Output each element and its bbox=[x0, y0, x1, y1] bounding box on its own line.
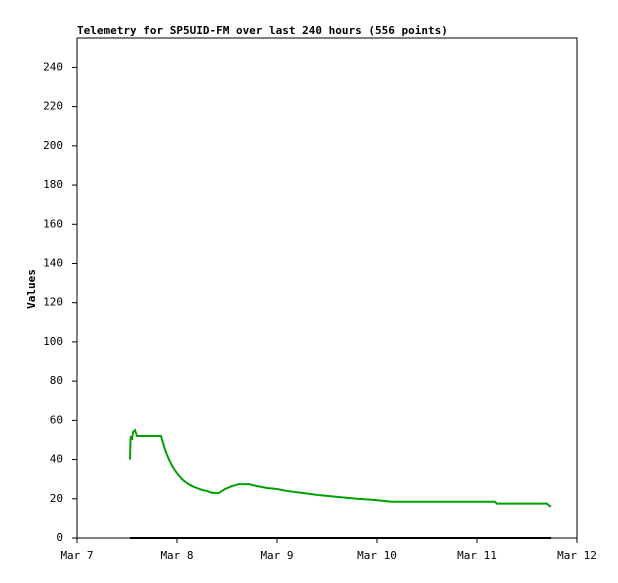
y-tick-label: 240 bbox=[43, 60, 63, 73]
y-tick-label: 180 bbox=[43, 178, 63, 191]
y-tick-label: 0 bbox=[56, 531, 63, 544]
y-tick-label: 60 bbox=[50, 413, 63, 426]
y-tick-label: 40 bbox=[50, 453, 63, 466]
y-tick-label: 100 bbox=[43, 335, 63, 348]
data-line bbox=[129, 428, 552, 508]
x-tick-label: Mar 12 bbox=[557, 549, 597, 562]
y-tick-label: 220 bbox=[43, 100, 63, 113]
y-tick-label: 80 bbox=[50, 374, 63, 387]
y-tick-label: 120 bbox=[43, 296, 63, 309]
y-tick-label: 140 bbox=[43, 256, 63, 269]
chart-title: Telemetry for SP5UID-FM over last 240 ho… bbox=[77, 24, 448, 37]
y-tick-label: 20 bbox=[50, 492, 63, 505]
x-tick-label: Mar 8 bbox=[160, 549, 193, 562]
x-tick-label: Mar 11 bbox=[457, 549, 497, 562]
y-axis-label: Values bbox=[25, 269, 38, 309]
y-tick-label: 200 bbox=[43, 139, 63, 152]
y-tick-label: 160 bbox=[43, 217, 63, 230]
x-tick-label: Mar 9 bbox=[260, 549, 293, 562]
plot-frame bbox=[76, 37, 578, 539]
x-tick-label: Mar 7 bbox=[60, 549, 93, 562]
x-tick-label: Mar 10 bbox=[357, 549, 397, 562]
